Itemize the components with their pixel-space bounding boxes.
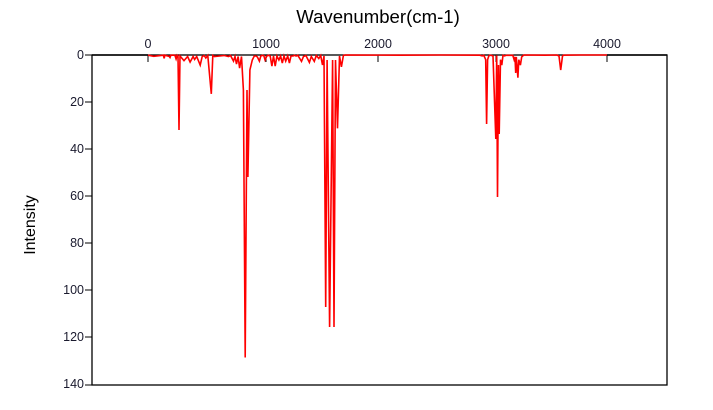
svg-text:20: 20	[70, 95, 84, 109]
svg-text:120: 120	[63, 330, 84, 344]
svg-text:0: 0	[77, 48, 84, 62]
svg-text:1000: 1000	[252, 37, 280, 51]
svg-text:3000: 3000	[482, 37, 510, 51]
svg-text:80: 80	[70, 236, 84, 250]
svg-text:4000: 4000	[593, 37, 621, 51]
svg-text:140: 140	[63, 377, 84, 391]
svg-text:40: 40	[70, 142, 84, 156]
svg-text:100: 100	[63, 283, 84, 297]
svg-text:60: 60	[70, 189, 84, 203]
svg-text:Intensity: Intensity	[22, 195, 39, 255]
svg-text:0: 0	[145, 37, 152, 51]
svg-text:Wavenumber(cm-1): Wavenumber(cm-1)	[296, 6, 460, 27]
svg-text:2000: 2000	[364, 37, 392, 51]
